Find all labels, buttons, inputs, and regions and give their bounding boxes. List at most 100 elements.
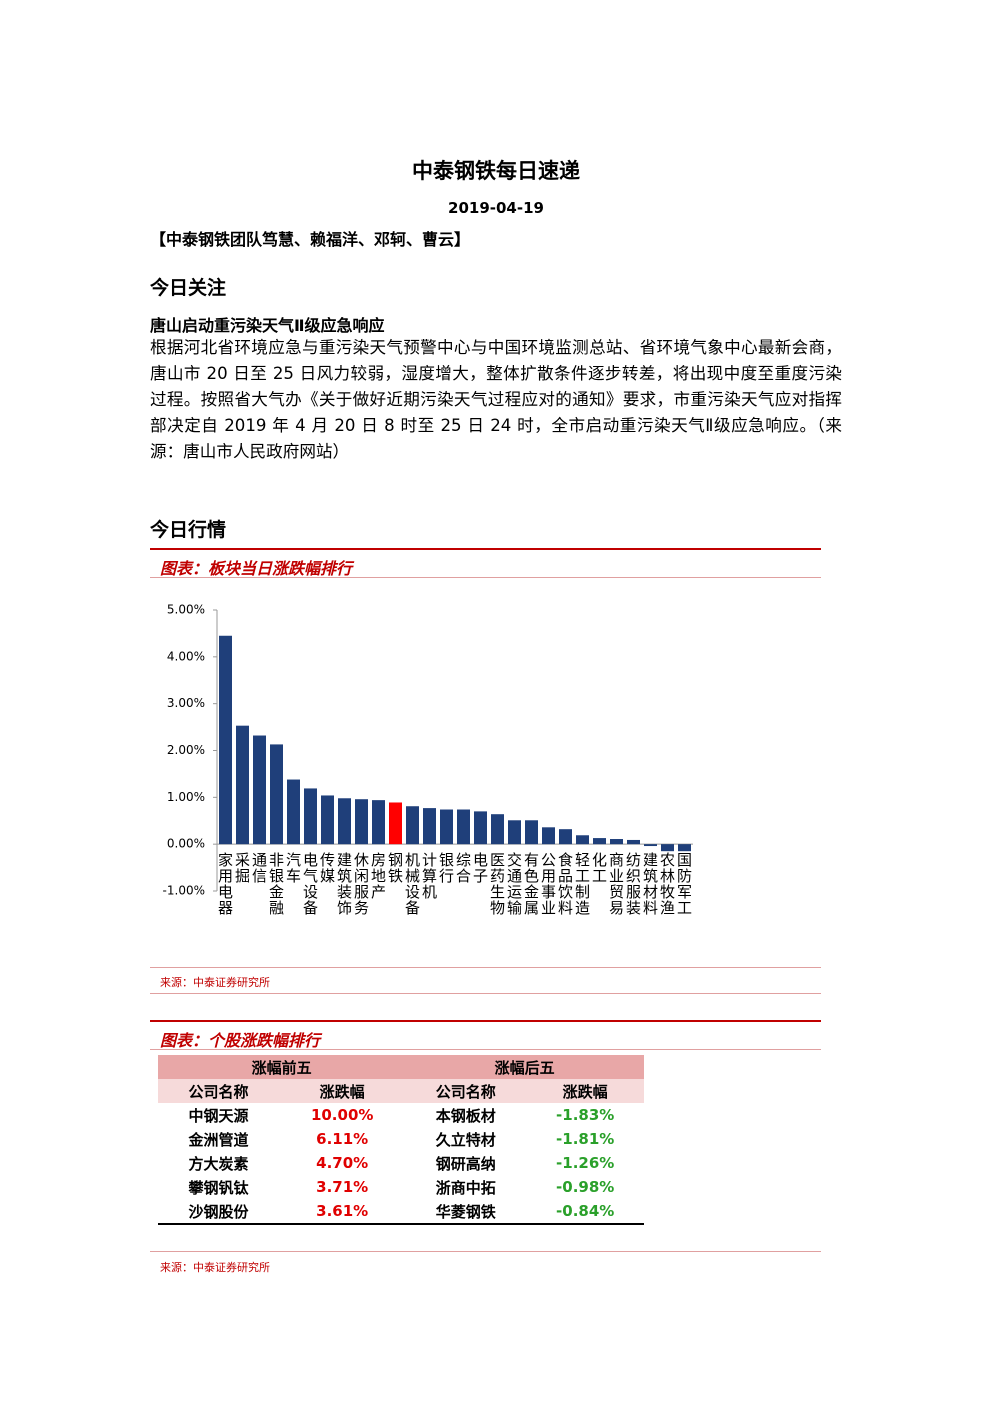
x-tick-char: 服 <box>354 883 369 901</box>
bar <box>644 844 657 847</box>
section-heading: 今日关注 <box>150 277 227 299</box>
bar <box>457 809 470 845</box>
section-heading: 今日行情 <box>150 519 227 541</box>
cell: 本钢板材 <box>435 1106 496 1125</box>
rule <box>150 967 821 968</box>
x-tick-char: 服 <box>626 883 641 901</box>
cell: -1.81% <box>556 1130 615 1148</box>
cell: 浙商中拓 <box>435 1178 496 1197</box>
data-row: 中钢天源 10.00% 本钢板材 -1.83% <box>158 1103 644 1127</box>
x-tick-label: 汽车 <box>286 851 301 885</box>
x-tick-char: 通 <box>507 867 522 885</box>
bar <box>593 838 606 845</box>
x-tick-char: 输 <box>507 899 522 917</box>
x-tick-char: 采 <box>235 851 250 869</box>
table: 涨幅前五 涨幅后五 公司名称 涨跌幅 公司名称 涨跌幅 中钢天源 10.00% 本钢板材 -1.8… <box>158 1055 644 1225</box>
x-tick-char: 牧 <box>660 883 675 901</box>
chart: -1.00%0.00%1.00%2.00%3.00%4.00%5.00%家用电器… <box>163 603 693 917</box>
x-tick-label: 家用电器 <box>218 851 233 917</box>
cell: 公司名称 <box>158 1079 280 1103</box>
x-tick-char: 车 <box>286 867 301 885</box>
x-tick-char: 用 <box>218 867 233 885</box>
x-tick-char: 设 <box>405 883 420 901</box>
cell: 钢研高纳 <box>435 1154 496 1173</box>
x-tick-char: 械 <box>405 867 420 885</box>
rule <box>150 577 821 578</box>
y-tick-label: 4.00% <box>167 649 205 663</box>
x-tick-char: 贸 <box>609 883 624 901</box>
x-tick-char: 织 <box>626 867 641 885</box>
x-tick-char: 建 <box>337 851 352 869</box>
table-title: 图表：个股涨跌幅排行 <box>160 1031 321 1050</box>
x-tick-char: 建 <box>643 851 658 869</box>
x-tick-label: 交通运输 <box>507 851 522 917</box>
cell: 攀钢钒钛 <box>188 1178 249 1197</box>
source: 来源：中泰证券研究所 <box>160 976 270 989</box>
bar <box>508 820 521 845</box>
x-tick-char: 林 <box>660 867 675 885</box>
x-tick-label: 电气设备 <box>303 851 318 917</box>
group-row: 涨幅前五 涨幅后五 <box>158 1055 644 1079</box>
bar <box>270 744 283 845</box>
x-tick-char: 铁 <box>388 867 403 885</box>
x-tick-char: 商 <box>609 851 624 869</box>
bar <box>525 820 538 845</box>
x-tick-char: 子 <box>473 867 488 885</box>
x-tick-char: 材 <box>643 883 658 901</box>
x-tick-char: 装 <box>337 883 352 901</box>
x-tick-label: 银行 <box>439 851 454 885</box>
cell: 6.11% <box>316 1130 369 1148</box>
cell: 公司名称 <box>405 1079 527 1103</box>
x-tick-label: 采掘 <box>235 851 250 885</box>
cell: 10.00% <box>310 1106 374 1124</box>
x-tick-char: 运 <box>507 883 522 901</box>
bar <box>542 827 555 845</box>
x-tick-char: 掘 <box>235 867 250 885</box>
bar <box>491 814 504 845</box>
cell: 涨跌幅 <box>526 1079 644 1103</box>
x-tick-char: 交 <box>507 851 522 869</box>
x-tick-char: 公 <box>541 851 556 869</box>
x-tick-char: 事 <box>541 883 556 901</box>
x-tick-char: 媒 <box>320 867 335 885</box>
header-row: 公司名称 涨跌幅 公司名称 涨跌幅 <box>158 1079 644 1103</box>
x-tick-char: 机 <box>405 851 420 869</box>
cell: -0.98% <box>556 1178 615 1196</box>
x-tick-label: 公用事业 <box>541 851 556 917</box>
x-tick-label: 非银金融 <box>269 851 284 917</box>
x-tick-char: 料 <box>643 899 658 917</box>
x-tick-label: 农林牧渔 <box>660 851 675 917</box>
rule <box>150 1049 821 1050</box>
y-tick-label: 3.00% <box>167 696 205 710</box>
bar <box>236 725 249 845</box>
x-tick-char: 行 <box>439 867 454 885</box>
data-row: 金洲管道 6.11% 久立特材 -1.81% <box>158 1127 644 1151</box>
bar <box>338 798 351 845</box>
bar <box>576 835 589 845</box>
x-tick-char: 器 <box>218 899 233 917</box>
x-tick-char: 饮 <box>558 883 573 901</box>
x-tick-char: 闲 <box>354 867 369 885</box>
x-tick-char: 农 <box>660 851 675 869</box>
x-tick-char: 色 <box>524 867 539 885</box>
x-tick-char: 信 <box>252 867 267 885</box>
x-tick-char: 产 <box>371 883 386 901</box>
x-tick-char: 汽 <box>286 851 301 869</box>
x-tick-char: 合 <box>456 867 471 885</box>
x-tick-char: 军 <box>677 883 692 901</box>
data-row: 沙钢股份 3.61% 华菱钢铁 -0.84% <box>158 1199 644 1225</box>
x-tick-label: 医药生物 <box>490 851 505 917</box>
x-tick-label: 电子 <box>473 851 488 885</box>
x-tick-char: 物 <box>490 899 505 917</box>
y-tick-label: -1.00% <box>163 884 205 898</box>
source: 来源：中泰证券研究所 <box>160 1261 270 1274</box>
bar <box>287 779 300 845</box>
x-tick-char: 药 <box>490 867 505 885</box>
x-tick-char: 国 <box>677 851 692 869</box>
x-tick-label: 建筑装饰 <box>337 851 352 917</box>
cell: 涨幅后五 <box>405 1055 644 1079</box>
x-tick-char: 装 <box>626 899 641 917</box>
x-tick-label: 房地产 <box>371 851 386 901</box>
x-tick-char: 医 <box>490 851 505 869</box>
x-tick-char: 电 <box>303 851 318 869</box>
